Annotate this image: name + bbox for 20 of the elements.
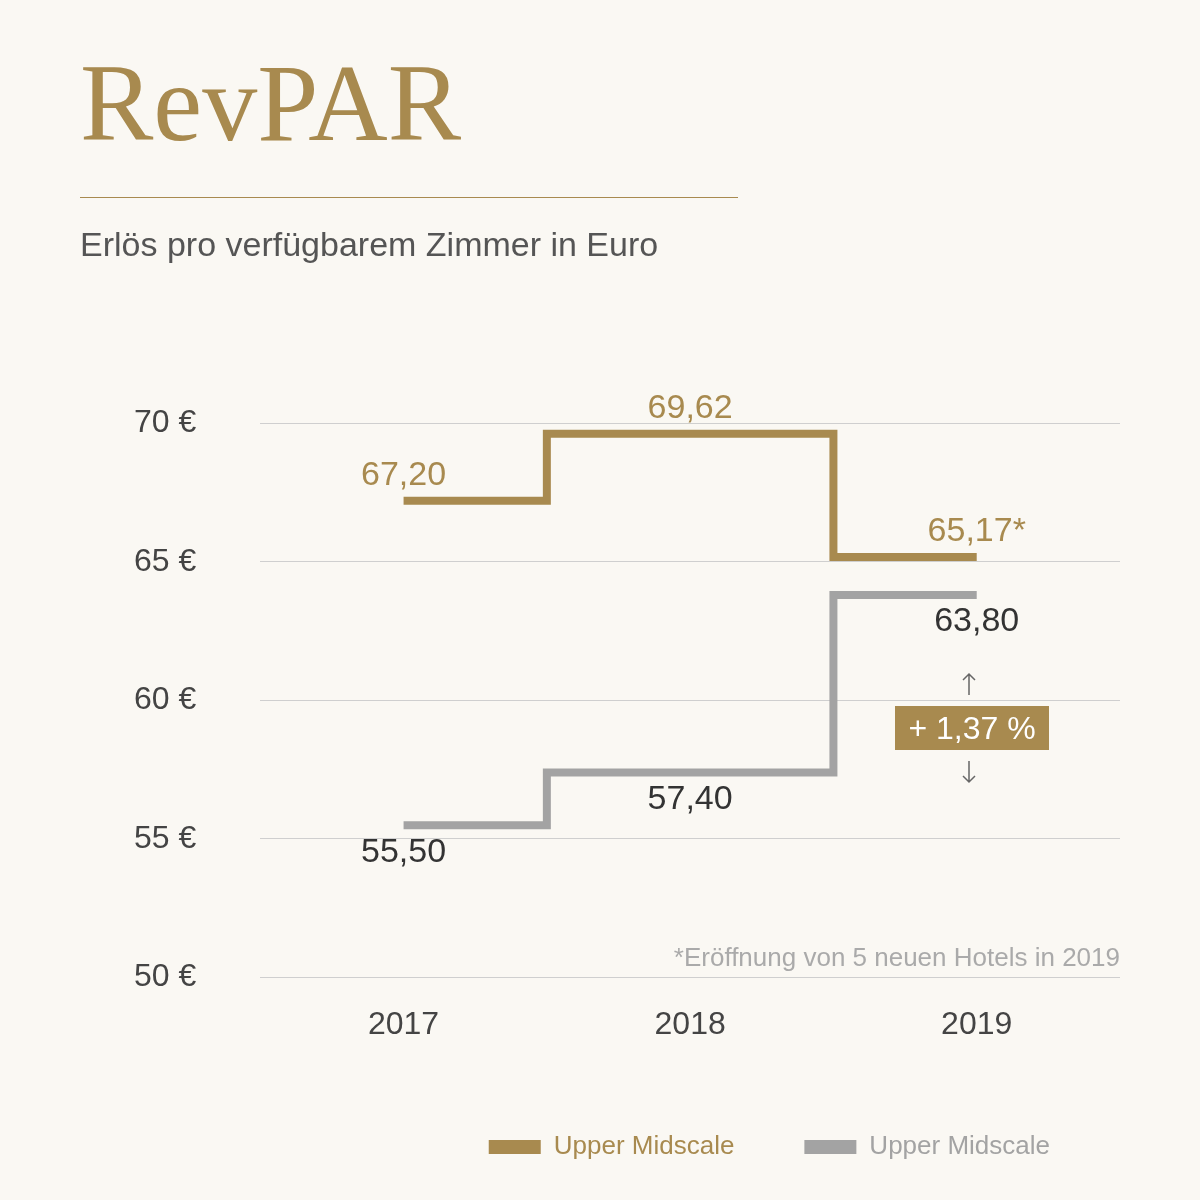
data-label: 63,80 <box>934 600 1020 639</box>
annotation: *Eröffnung von 5 neuen Hotels in 2019 <box>673 941 1120 972</box>
legend-label: Upper Midscale <box>553 1130 735 1161</box>
data-label: 55,50 <box>361 830 447 869</box>
x-tick-label: 2017 <box>367 1004 440 1041</box>
data-label: 69,62 <box>647 387 733 426</box>
annotation: + 1,37 % <box>895 706 1049 750</box>
chart-title: RevPAR <box>80 41 462 166</box>
y-tick-label: 65 € <box>134 541 197 578</box>
data-label: 65,17* <box>927 510 1026 549</box>
y-tick-label: 70 € <box>134 403 197 440</box>
data-label: 57,40 <box>647 777 733 816</box>
chart-subtitle: Erlös pro verfügbarem Zimmer in Euro <box>80 225 659 264</box>
x-tick-label: 2018 <box>654 1004 726 1041</box>
data-label: 67,20 <box>361 454 447 493</box>
y-tick-label: 55 € <box>134 818 197 855</box>
x-tick-label: 2019 <box>941 1004 1013 1041</box>
legend-label: Upper Midscale <box>869 1130 1051 1161</box>
y-tick-label: 60 € <box>134 680 197 717</box>
y-tick-label: 50 € <box>134 957 197 994</box>
